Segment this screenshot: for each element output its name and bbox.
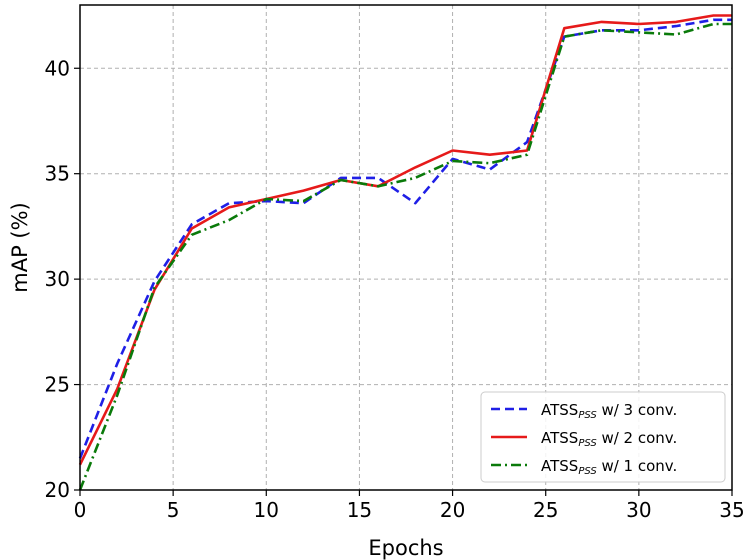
x-tick-label: 30 [626, 498, 651, 522]
x-tick-label: 20 [440, 498, 465, 522]
x-tick-label: 35 [719, 498, 744, 522]
series-line-1 [78, 18, 732, 459]
legend-label-1: ATSSPSS w/ 3 conv. [541, 401, 677, 421]
y-tick-label: 35 [45, 162, 70, 186]
series-lines [78, 14, 732, 491]
y-tick-label: 20 [45, 478, 70, 502]
y-tick-label: 30 [45, 267, 70, 291]
y-tick-label: 40 [45, 56, 70, 80]
legend-label-3: ATSSPSS w/ 1 conv. [541, 457, 677, 477]
plot-frame [79, 4, 733, 491]
y-axis-title: mAP (%) [8, 202, 32, 293]
legend-label-2: ATSSPSS w/ 2 conv. [541, 429, 677, 449]
legend: ATSSPSS w/ 3 conv. ATSSPSS w/ 2 conv. ATSS… [480, 391, 726, 483]
legend-box [480, 391, 726, 483]
axis-ticks: 0 5 10 15 20 25 30 35 20 25 30 35 40 [45, 56, 745, 522]
x-tick-label: 25 [533, 498, 558, 522]
x-tick-label: 5 [167, 498, 180, 522]
series-line-3 [78, 22, 732, 491]
x-tick-label: 0 [74, 498, 87, 522]
x-axis-title: Epochs [368, 536, 443, 560]
x-tick-label: 15 [347, 498, 372, 522]
x-tick-label: 10 [254, 498, 279, 522]
series-line-2 [78, 14, 732, 466]
y-tick-label: 25 [45, 373, 70, 397]
